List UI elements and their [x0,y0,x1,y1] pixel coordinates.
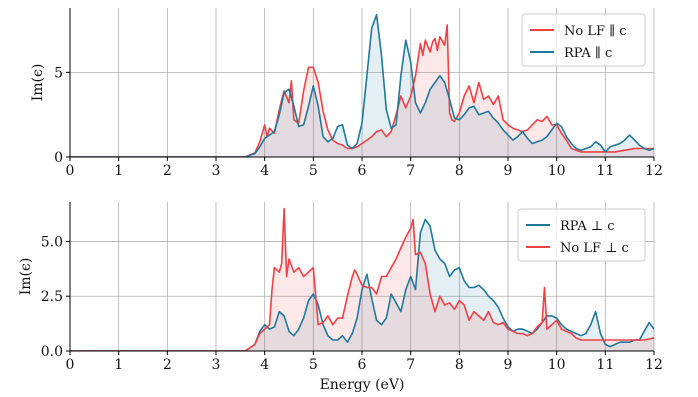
series-group [70,207,654,351]
y-tick-label: 5 [54,65,63,81]
y-axis-label: Im(ϵ) [18,258,34,296]
x-axis-label: Energy (eV) [320,377,405,393]
series-line [70,218,654,351]
x-tick-label: 0 [66,163,75,179]
x-tick-label: 12 [645,357,663,373]
legend-label: RPA ∥ c [564,46,612,61]
x-tick-label: 8 [455,357,464,373]
y-tick-label: 0 [54,150,63,166]
x-tick-label: 5 [309,357,318,373]
x-tick-label: 12 [645,163,663,179]
x-tick-label: 9 [504,163,513,179]
series-line [70,24,654,157]
x-tick-label: 6 [358,357,367,373]
x-tick-label: 10 [548,163,566,179]
x-tick-label: 3 [212,357,221,373]
x-tick-label: 11 [596,357,614,373]
x-tick-label: 9 [504,357,513,373]
x-tick-label: 1 [114,163,123,179]
legend: RPA ⊥ c No LF ⊥ c [517,208,646,262]
x-tick-label: 2 [163,357,172,373]
x-tick-label: 11 [596,163,614,179]
y-tick-label: 0.0 [41,344,63,360]
y-axis-label: Im(ϵ) [30,64,46,102]
legend: No LF ∥ c RPA ∥ c [521,13,646,67]
legend-label: No LF ∥ c [564,24,627,39]
x-tick-label: 7 [406,357,415,373]
x-tick-label: 4 [260,357,269,373]
x-tick-label: 1 [114,357,123,373]
x-tick-label: 10 [548,357,566,373]
x-tick-label: 8 [455,163,464,179]
x-tick-label: 5 [309,163,318,179]
y-tick-label: 5.0 [41,234,63,250]
x-tick-label: 2 [163,163,172,179]
x-tick-label: 4 [260,163,269,179]
series-line [70,207,654,351]
x-tick-label: 6 [358,163,367,179]
legend-label: RPA ⊥ c [560,219,615,234]
x-tick-label: 3 [212,163,221,179]
series-area [70,219,654,351]
series-group [70,14,654,157]
legend-label: No LF ⊥ c [560,241,629,256]
series-area [70,208,654,351]
y-tick-label: 2.5 [41,289,63,305]
x-tick-label: 7 [406,163,415,179]
series-line [70,14,654,157]
panel-bottom: 0 1 2 3 4 5 6 7 8 9 10 11 120.02.55.0Im(ϵ)Energy (eV… [18,202,663,393]
x-tick-label: 0 [66,357,75,373]
